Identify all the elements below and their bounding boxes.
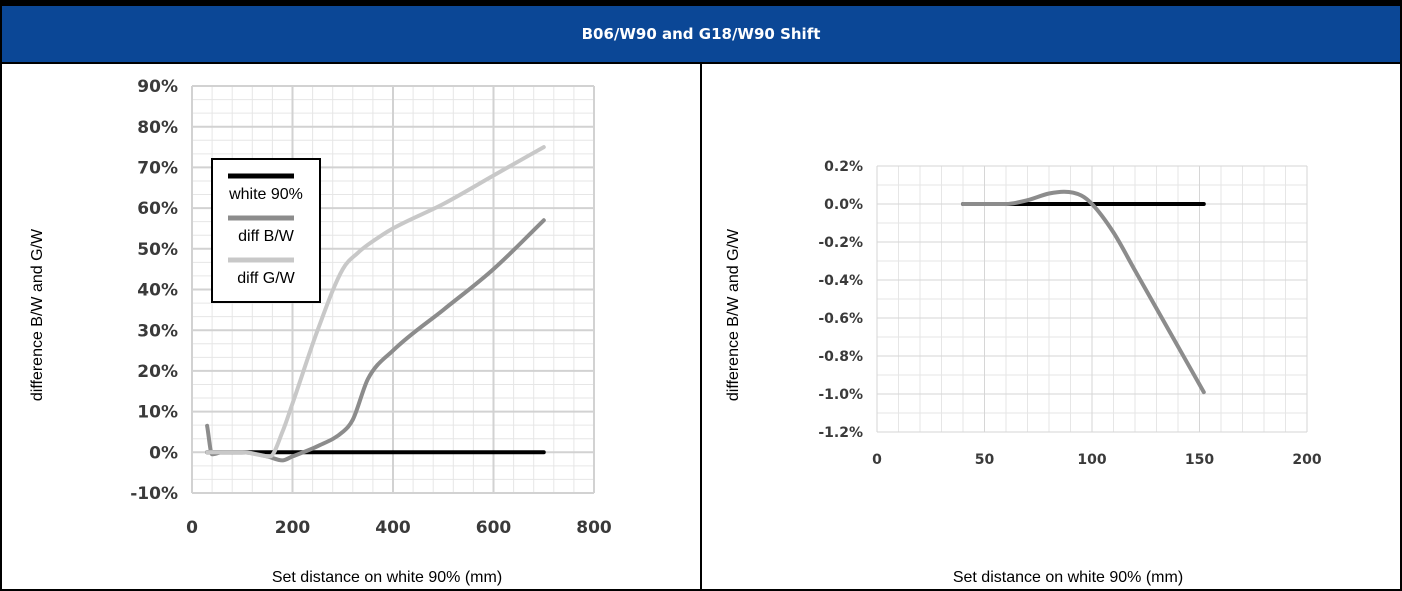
chart2-x-axis-label: Set distance on white 90% (mm) bbox=[953, 569, 1183, 586]
chart2-y-tick-label: -0.6% bbox=[818, 311, 863, 327]
chart1-x-axis-label: Set distance on white 90% (mm) bbox=[272, 569, 502, 586]
chart1-legend-label-diff-b-w: diff B/W bbox=[238, 228, 295, 245]
chart1-y-tick-label: -10% bbox=[130, 484, 178, 504]
chart-header-title: B06/W90 and G18/W90 Shift bbox=[2, 6, 1400, 62]
chart1-y-tick-label: 40% bbox=[137, 281, 178, 301]
chart2-y-tick-label: -0.2% bbox=[818, 235, 863, 251]
panel-divider bbox=[700, 62, 702, 591]
chart1-series-diff-g-w-line bbox=[205, 145, 546, 459]
chart2-series-diff-b-w-line bbox=[961, 189, 1206, 395]
chart2-y-tick-label: -1.2% bbox=[818, 425, 863, 441]
chart1-y-tick-label: 0% bbox=[149, 443, 178, 463]
chart1-y-tick-label: 50% bbox=[137, 240, 178, 260]
chart1-x-tick-label: 600 bbox=[476, 518, 512, 538]
chart1-y-tick-label: 20% bbox=[137, 362, 178, 382]
chart2-y-tick-label: -0.8% bbox=[818, 349, 863, 365]
chart2-x-tick-label: 200 bbox=[1292, 452, 1321, 468]
chart2-x-tick-label: 150 bbox=[1185, 452, 1214, 468]
chart1-y-tick-label: 30% bbox=[137, 321, 178, 341]
chart1-y-axis-label: difference B/W and G/W bbox=[29, 228, 46, 401]
chart1-x-tick-label: 0 bbox=[186, 518, 198, 538]
chart2-y-axis-label: difference B/W and G/W bbox=[725, 228, 742, 401]
chart1-x-tick-label: 200 bbox=[275, 518, 311, 538]
chart2-y-tick-label: 0.0% bbox=[824, 197, 863, 213]
chart2-y-tick-label: -0.4% bbox=[818, 273, 863, 289]
chart1-legend-label-diff-g-w: diff G/W bbox=[237, 270, 295, 287]
chart1-y-tick-label: 10% bbox=[137, 403, 178, 423]
chart2-y-tick-label: -1.0% bbox=[818, 387, 863, 403]
chart1-legend-box bbox=[211, 158, 321, 303]
chart1-y-tick-label: 70% bbox=[137, 159, 178, 179]
top-border bbox=[0, 0, 1402, 6]
chart1-y-tick-label: 90% bbox=[137, 77, 178, 97]
chart2-x-tick-label: 100 bbox=[1077, 452, 1106, 468]
chart2-x-tick-label: 0 bbox=[872, 452, 882, 468]
chart1-x-tick-label: 800 bbox=[576, 518, 612, 538]
chart1-x-tick-label: 400 bbox=[375, 518, 411, 538]
chart2-y-tick-label: 0.2% bbox=[824, 159, 863, 175]
chart1-legend-label-white-90: white 90% bbox=[228, 186, 303, 203]
chart2-x-tick-label: 50 bbox=[975, 452, 995, 468]
chart1-y-tick-label: 80% bbox=[137, 118, 178, 138]
chart1-y-tick-label: 60% bbox=[137, 199, 178, 219]
